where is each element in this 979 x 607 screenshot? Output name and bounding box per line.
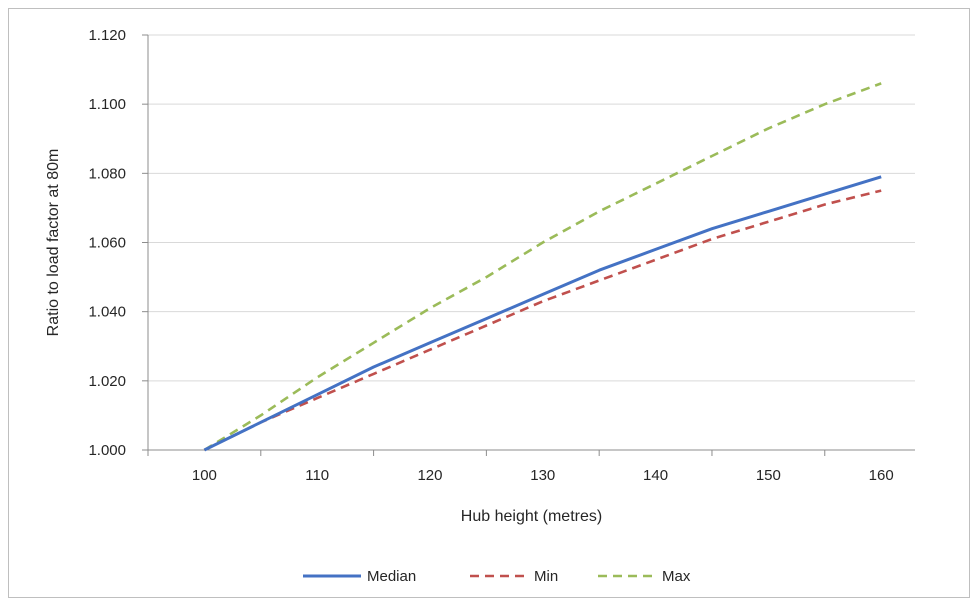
series-lines [203, 82, 882, 452]
y-tick-label: 1.080 [88, 165, 126, 182]
chart-frame [8, 8, 970, 598]
x-tick-label: 110 [305, 467, 329, 484]
x-tick-label: 130 [530, 467, 555, 484]
axes: 1.000 1.020 1.040 1.060 1.080 1.100 1.120 100 11… [88, 27, 893, 484]
series-line-min [203, 189, 882, 452]
y-tick-label: 1.120 [88, 27, 126, 44]
x-tick-label: 150 [756, 467, 781, 484]
x-tick-label: 100 [192, 467, 217, 484]
y-tick-label: 1.060 [88, 235, 126, 252]
y-axis-title: Ratio to load factor at 80m [45, 149, 62, 337]
x-axis-title: Hub height (metres) [461, 508, 602, 525]
y-tick-label: 1.000 [88, 442, 126, 459]
x-tick-label: 160 [869, 467, 894, 484]
y-tick-label: 1.040 [88, 304, 126, 321]
series-line-max [203, 82, 882, 452]
legend-label-min: Min [534, 568, 558, 585]
y-tick-label: 1.100 [88, 96, 126, 113]
grid-lines [148, 34, 915, 451]
series-line-median [203, 175, 882, 452]
x-tick-label: 140 [643, 467, 668, 484]
legend-label-median: Median [367, 568, 416, 585]
legend: Median Min Max [303, 568, 691, 585]
y-tick-label: 1.020 [88, 373, 126, 390]
x-tick-label: 120 [417, 467, 442, 484]
legend-label-max: Max [662, 568, 691, 585]
